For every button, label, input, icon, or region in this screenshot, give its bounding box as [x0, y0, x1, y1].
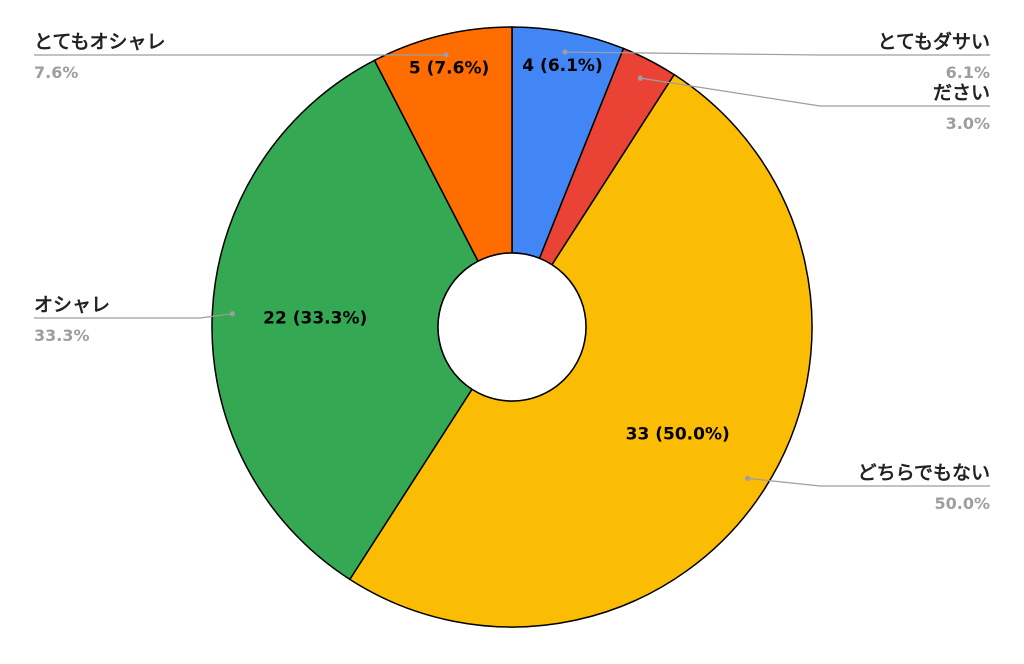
data-labels-layer: 4 (6.1%) 33 (50.0%) 22 (33.3%) 5 (7.6%)	[263, 56, 730, 445]
slice-1-data-label: 4 (6.1%)	[522, 56, 602, 76]
leaders-layer	[34, 49, 990, 487]
slice-4-category-label: オシャレ	[34, 294, 110, 316]
legend-layer: とてもダサい 6.1%ださい 3.0% どちらでもない 50.0% オシャレ 33.3% とて…	[34, 30, 990, 513]
slice-1-percent-label: 6.1%	[946, 63, 990, 82]
slice-1-category-label: とてもダサい	[878, 30, 990, 53]
slice-4-percent-label: 33.3%	[34, 326, 90, 345]
donut-hole	[437, 252, 587, 402]
slice-3-category-label: どちらでもない	[858, 462, 990, 484]
slice-5-data-label: 5 (7.6%)	[409, 59, 489, 79]
slice-2-percent-label: 3.0%	[946, 114, 990, 133]
slice-2-category-label: ださい	[933, 82, 990, 104]
slice-4-data-label: 22 (33.3%)	[263, 309, 367, 329]
slice-3-leader-line	[747, 477, 990, 487]
slices-layer	[211, 26, 813, 628]
slice-3-data-label: 33 (50.0%)	[626, 425, 730, 445]
slice-5-category-label: とてもオシャレ	[34, 31, 165, 53]
slice-1-leader-line	[564, 51, 990, 56]
slice-3-percent-label: 50.0%	[934, 494, 990, 513]
slice-5-percent-label: 7.6%	[34, 63, 78, 82]
slice-4-leader-line	[34, 313, 233, 319]
slice-2-leader-line	[640, 77, 990, 107]
